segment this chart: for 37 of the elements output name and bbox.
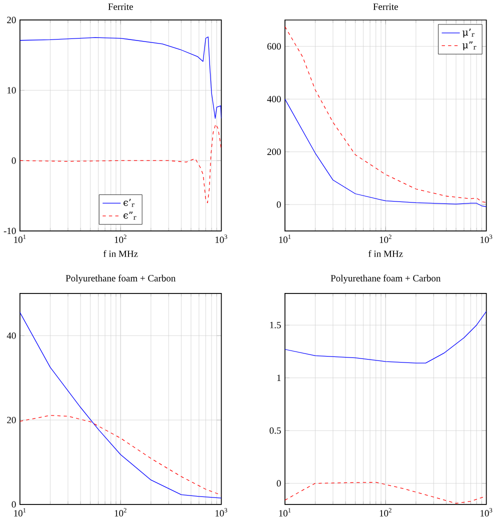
- y-tick-label: 0: [12, 157, 16, 164]
- x-tick-label: 10$^{3}$: [215, 234, 227, 243]
- x-axis-title: f in MHz: [368, 250, 403, 257]
- y-tick-label: -10: [4, 228, 16, 234]
- x-tick-label: 10$^{3}$: [480, 508, 492, 516]
- x-tick-label: 10$^{2}$: [380, 508, 392, 516]
- y-tick-label: 40: [6, 332, 16, 339]
- chart-title: Polyurethane foam + Carbon: [330, 274, 440, 284]
- y-tick-label: 1: [277, 374, 280, 381]
- legend-label: ϵ’$_{r}$: [123, 198, 134, 207]
- x-tick-label: 10$^{1}$: [14, 508, 26, 516]
- x-tick-label: 10$^{2}$: [114, 234, 126, 243]
- x-tick-label: 10$^{2}$: [114, 508, 126, 516]
- y-tick-label: 10: [7, 87, 16, 94]
- legend-label: μ’$_{r}$: [462, 28, 474, 38]
- legend-label: μ”$_{r}$: [462, 41, 476, 50]
- y-tick-label: 20: [6, 16, 16, 24]
- chart-title: Ferrite: [108, 4, 133, 10]
- x-tick-label: 10$^{3}$: [480, 234, 492, 243]
- y-tick-label: 0: [276, 201, 281, 208]
- y-tick-label: 1.5: [270, 322, 281, 328]
- y-tick-label: 200: [267, 148, 281, 156]
- legend-label: ϵ”$_{r}$: [123, 212, 136, 220]
- y-tick-label: 20: [6, 416, 16, 424]
- chart-title: Polyurethane foam + Carbon: [66, 274, 176, 284]
- x-tick-label: 10$^{1}$: [14, 234, 26, 243]
- y-tick-label: 0.5: [269, 427, 281, 434]
- y-tick-label: 0: [12, 501, 16, 508]
- x-tick-label: 10$^{1}$: [278, 508, 290, 516]
- y-tick-label: 400: [266, 96, 281, 102]
- y-tick-label: 0: [276, 480, 281, 487]
- y-tick-label: 600: [267, 43, 281, 50]
- x-tick-label: 10$^{3}$: [215, 508, 227, 516]
- chart-title: Ferrite: [373, 4, 398, 10]
- x-tick-label: 10$^{1}$: [278, 234, 290, 243]
- x-axis-title: f in MHz: [103, 250, 138, 257]
- x-tick-label: 10$^{2}$: [380, 234, 392, 243]
